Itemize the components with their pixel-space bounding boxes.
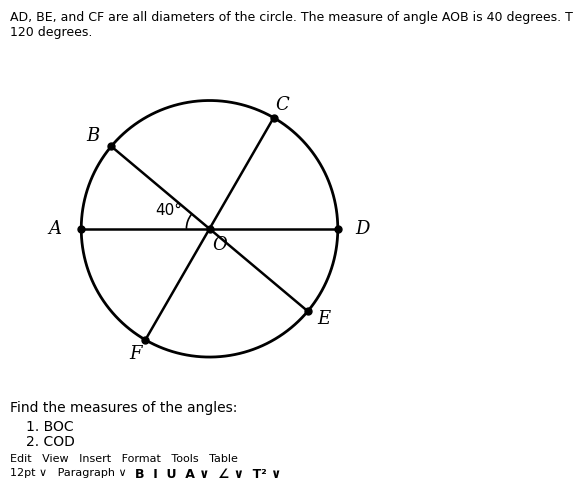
Text: E: E bbox=[317, 310, 331, 329]
Text: 1. BOC: 1. BOC bbox=[26, 420, 73, 433]
Text: Edit   View   Insert   Format   Tools   Table: Edit View Insert Format Tools Table bbox=[10, 454, 238, 463]
Text: C: C bbox=[275, 96, 289, 114]
Text: AD, BE, and CF are all diameters of the circle. The measure of angle AOB is 40 d: AD, BE, and CF are all diameters of the … bbox=[10, 11, 574, 24]
Text: B  I  U  A ∨  ∠ ∨  T² ∨: B I U A ∨ ∠ ∨ T² ∨ bbox=[135, 468, 281, 481]
Text: 2. COD: 2. COD bbox=[26, 435, 75, 449]
Text: 120 degrees.: 120 degrees. bbox=[10, 26, 93, 38]
Text: D: D bbox=[355, 220, 370, 238]
Text: A: A bbox=[48, 220, 61, 238]
Text: B: B bbox=[86, 127, 99, 145]
Text: O: O bbox=[212, 236, 227, 254]
Text: Find the measures of the angles:: Find the measures of the angles: bbox=[10, 401, 238, 415]
Text: 12pt ∨   Paragraph ∨: 12pt ∨ Paragraph ∨ bbox=[10, 468, 127, 478]
Text: F: F bbox=[129, 345, 141, 363]
Text: 40°: 40° bbox=[155, 203, 182, 218]
